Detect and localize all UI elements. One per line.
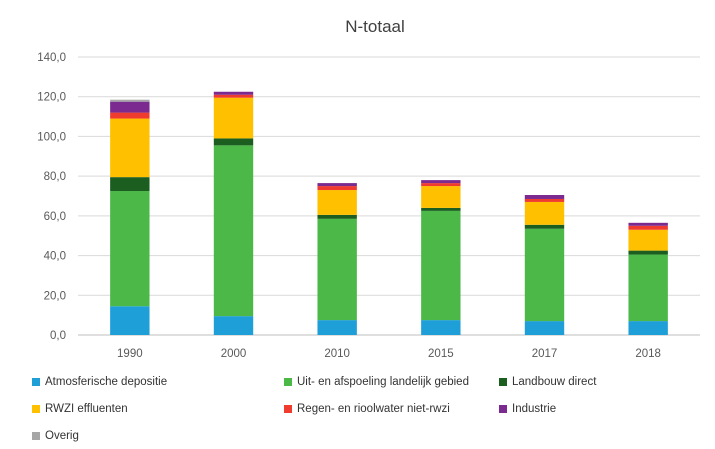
chart-title: N-totaal	[345, 17, 405, 36]
bar-segment-landbouw-direct	[317, 214, 357, 219]
legend-label: Uit- en afspoeling landelijk gebied	[297, 376, 469, 388]
bar-stack-2010	[317, 183, 357, 335]
bar-segment-regen-en-rioolwater-niet-rwzi	[110, 112, 150, 119]
bar-segment-rwzi-effluenten	[421, 186, 461, 208]
legend-label: Atmosferische depositie	[45, 376, 168, 388]
bar-segment-rwzi-effluenten	[213, 97, 254, 139]
x-tick-label: 2000	[221, 348, 247, 360]
y-tick-label: 40,0	[44, 251, 66, 263]
x-tick-label: 2010	[324, 348, 350, 360]
bar-segment-landbouw-direct	[110, 177, 150, 192]
gridlines	[78, 56, 700, 336]
bar-segment-regen-en-rioolwater-niet-rwzi	[421, 183, 461, 187]
bar-stack-1990	[110, 99, 150, 335]
bar-segment-landbouw-direct	[524, 224, 565, 229]
legend-swatch	[284, 378, 292, 386]
bar-segment-industrie	[110, 101, 150, 113]
bar-segment-atmosferische-depositie	[628, 321, 668, 335]
bar-segment-overig	[110, 99, 150, 102]
legend-swatch	[284, 405, 292, 413]
bar-segment-regen-en-rioolwater-niet-rwzi	[628, 225, 668, 230]
legend-swatch	[32, 378, 40, 386]
bar-segment-uit-en-afspoeling-landelijk-gebied	[213, 145, 254, 317]
y-tick-label: 140,0	[37, 52, 66, 64]
bar-segment-uit-en-afspoeling-landelijk-gebied	[317, 218, 357, 321]
y-tick-label: 120,0	[37, 92, 66, 104]
legend-swatch	[32, 432, 40, 440]
y-tick-label: 80,0	[44, 171, 66, 183]
bars	[110, 91, 668, 335]
y-tick-label: 60,0	[44, 211, 66, 223]
bar-segment-rwzi-effluenten	[317, 190, 357, 215]
bar-segment-atmosferische-depositie	[421, 320, 461, 335]
bar-segment-uit-en-afspoeling-landelijk-gebied	[421, 210, 461, 321]
legend-label: Regen- en rioolwater niet-rwzi	[297, 403, 450, 415]
bar-segment-landbouw-direct	[421, 207, 461, 211]
bar-segment-rwzi-effluenten	[524, 201, 565, 225]
legend-item: Uit- en afspoeling landelijk gebied	[284, 376, 469, 388]
bar-segment-regen-en-rioolwater-niet-rwzi	[317, 186, 357, 191]
legend-label: Landbouw direct	[512, 376, 597, 388]
bar-stack-2015	[421, 180, 461, 335]
legend-label: RWZI effluenten	[45, 403, 128, 415]
legend-swatch	[499, 405, 507, 413]
bar-segment-rwzi-effluenten	[628, 229, 668, 251]
bar-stack-2018	[628, 222, 668, 335]
legend-item: RWZI effluenten	[32, 403, 128, 415]
y-tick-label: 100,0	[37, 131, 66, 143]
bar-segment-atmosferische-depositie	[524, 321, 565, 335]
y-tick-label: 0,0	[50, 330, 66, 342]
x-tick-label: 1990	[117, 348, 143, 360]
legend-swatch	[32, 405, 40, 413]
bar-segment-industrie	[628, 222, 668, 226]
bar-segment-landbouw-direct	[213, 138, 254, 146]
legend-label: Industrie	[512, 403, 557, 415]
bar-segment-regen-en-rioolwater-niet-rwzi	[524, 198, 565, 202]
bar-segment-landbouw-direct	[628, 250, 668, 255]
bar-segment-uit-en-afspoeling-landelijk-gebied	[628, 254, 668, 322]
bar-segment-industrie	[317, 183, 357, 187]
legend-item: Landbouw direct	[499, 376, 596, 388]
y-axis-ticks: 0,0 20,0 40,0 60,0 80,0 100,0 120,0 140,0	[37, 52, 66, 342]
x-axis-ticks: 1990 2000 2010 2015 2017 2018	[117, 348, 661, 360]
bar-chart: N-totaal 0,0 20,0 40,0 60,0 80,0 100,0 120,0 14…	[37, 17, 700, 360]
bar-segment-uit-en-afspoeling-landelijk-gebied	[110, 191, 150, 307]
bar-segment-industrie	[213, 91, 254, 95]
legend-item: Industrie	[499, 403, 556, 415]
bar-segment-industrie	[524, 195, 565, 199]
legend-swatch	[499, 378, 507, 386]
bar-stack-2000	[213, 91, 254, 335]
legend-label: Overig	[45, 430, 79, 442]
bar-segment-atmosferische-depositie	[110, 306, 150, 335]
bar-segment-atmosferische-depositie	[317, 320, 357, 335]
legend-item: Overig	[32, 430, 79, 442]
bar-segment-industrie	[421, 180, 461, 184]
bar-segment-rwzi-effluenten	[110, 118, 150, 178]
x-tick-label: 2018	[635, 348, 661, 360]
legend-item: Atmosferische depositie	[32, 376, 167, 388]
bar-segment-regen-en-rioolwater-niet-rwzi	[213, 94, 254, 98]
bar-stack-2017	[524, 195, 565, 335]
legend-item: Regen- en rioolwater niet-rwzi	[284, 403, 450, 415]
x-tick-label: 2017	[532, 348, 558, 360]
bar-segment-atmosferische-depositie	[213, 316, 254, 335]
y-tick-label: 20,0	[44, 290, 66, 302]
bar-segment-uit-en-afspoeling-landelijk-gebied	[524, 228, 565, 322]
x-tick-label: 2015	[428, 348, 454, 360]
